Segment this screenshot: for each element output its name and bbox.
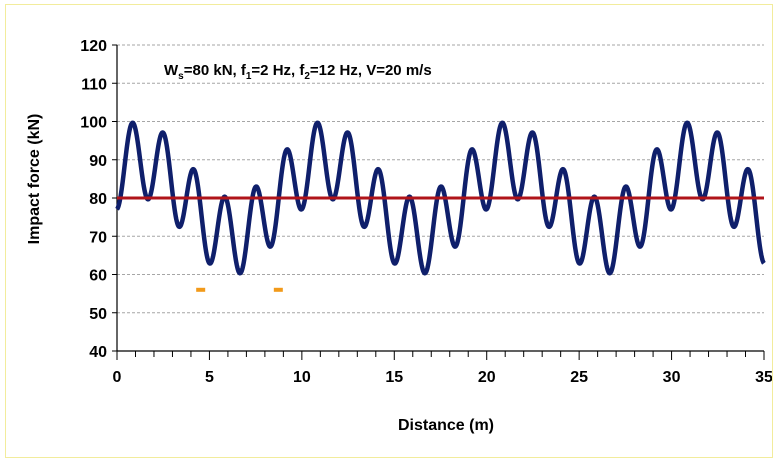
annotation-subscript: s — [178, 71, 184, 82]
orange-marker — [273, 287, 283, 292]
y-tick-label: 70 — [89, 229, 107, 246]
annotation-subscript: 1 — [246, 71, 252, 82]
chart-annotation: Ws=80 kN, f1=2 Hz, f2=12 Hz, V=20 m/s — [164, 62, 432, 82]
x-tick-label: 0 — [113, 369, 122, 386]
y-axis-title: Impact force (kN) — [26, 114, 43, 245]
x-tick-label: 10 — [293, 369, 311, 386]
y-tick-label: 90 — [89, 153, 107, 170]
y-tick-label: 110 — [81, 76, 107, 93]
y-tick-label: 50 — [89, 306, 107, 323]
annotation-text: =2 Hz, f — [251, 62, 305, 79]
y-tick-label: 100 — [80, 115, 107, 132]
annotation-text: =12 Hz, V=20 m/s — [310, 62, 432, 79]
x-tick-label: 20 — [478, 369, 496, 386]
y-tick-label: 120 — [80, 38, 107, 55]
x-tick-label: 5 — [205, 369, 214, 386]
y-tick-label: 60 — [89, 268, 107, 285]
label-layer: Ws=80 kN, f1=2 Hz, f2=12 Hz, V=20 m/s Di… — [26, 38, 773, 434]
y-tick-label: 40 — [89, 344, 107, 361]
y-tick-label: 80 — [89, 191, 107, 208]
x-axis-title: Distance (m) — [398, 417, 494, 434]
impact-force-chart: Ws=80 kN, f1=2 Hz, f2=12 Hz, V=20 m/s Di… — [26, 38, 773, 434]
grid-layer — [117, 44, 764, 314]
annotation-subscript: 2 — [304, 71, 310, 82]
orange-marker — [196, 287, 206, 292]
chart-frame: Ws=80 kN, f1=2 Hz, f2=12 Hz, V=20 m/s Di… — [5, 4, 773, 458]
x-tick-label: 15 — [385, 369, 403, 386]
annotation-text: W — [164, 62, 179, 79]
annotation-text: =80 kN, f — [184, 62, 247, 79]
series-layer — [115, 120, 766, 292]
x-tick-label: 30 — [663, 369, 681, 386]
x-tick-label: 25 — [570, 369, 588, 386]
x-tick-label: 35 — [755, 369, 772, 386]
